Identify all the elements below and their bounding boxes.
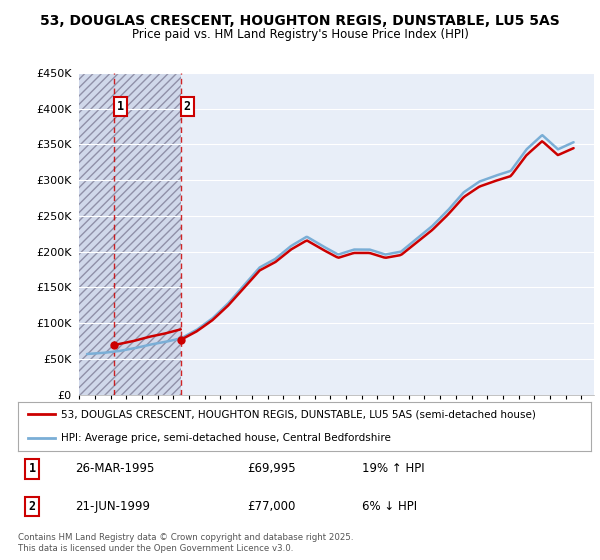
Text: 21-JUN-1999: 21-JUN-1999 bbox=[76, 500, 151, 513]
Text: 2: 2 bbox=[184, 100, 191, 113]
Text: £69,995: £69,995 bbox=[247, 462, 296, 475]
Text: 19% ↑ HPI: 19% ↑ HPI bbox=[362, 462, 424, 475]
Text: 6% ↓ HPI: 6% ↓ HPI bbox=[362, 500, 417, 513]
Text: 2: 2 bbox=[29, 500, 36, 513]
Text: HPI: Average price, semi-detached house, Central Bedfordshire: HPI: Average price, semi-detached house,… bbox=[61, 433, 391, 443]
Text: 1: 1 bbox=[117, 100, 124, 113]
Text: 26-MAR-1995: 26-MAR-1995 bbox=[76, 462, 155, 475]
Text: Contains HM Land Registry data © Crown copyright and database right 2025.
This d: Contains HM Land Registry data © Crown c… bbox=[18, 533, 353, 553]
Text: £77,000: £77,000 bbox=[247, 500, 296, 513]
Text: 1: 1 bbox=[29, 462, 36, 475]
Text: 53, DOUGLAS CRESCENT, HOUGHTON REGIS, DUNSTABLE, LU5 5AS: 53, DOUGLAS CRESCENT, HOUGHTON REGIS, DU… bbox=[40, 14, 560, 28]
Text: 53, DOUGLAS CRESCENT, HOUGHTON REGIS, DUNSTABLE, LU5 5AS (semi-detached house): 53, DOUGLAS CRESCENT, HOUGHTON REGIS, DU… bbox=[61, 409, 536, 419]
Text: Price paid vs. HM Land Registry's House Price Index (HPI): Price paid vs. HM Land Registry's House … bbox=[131, 28, 469, 41]
Bar bbox=[79, 73, 181, 395]
